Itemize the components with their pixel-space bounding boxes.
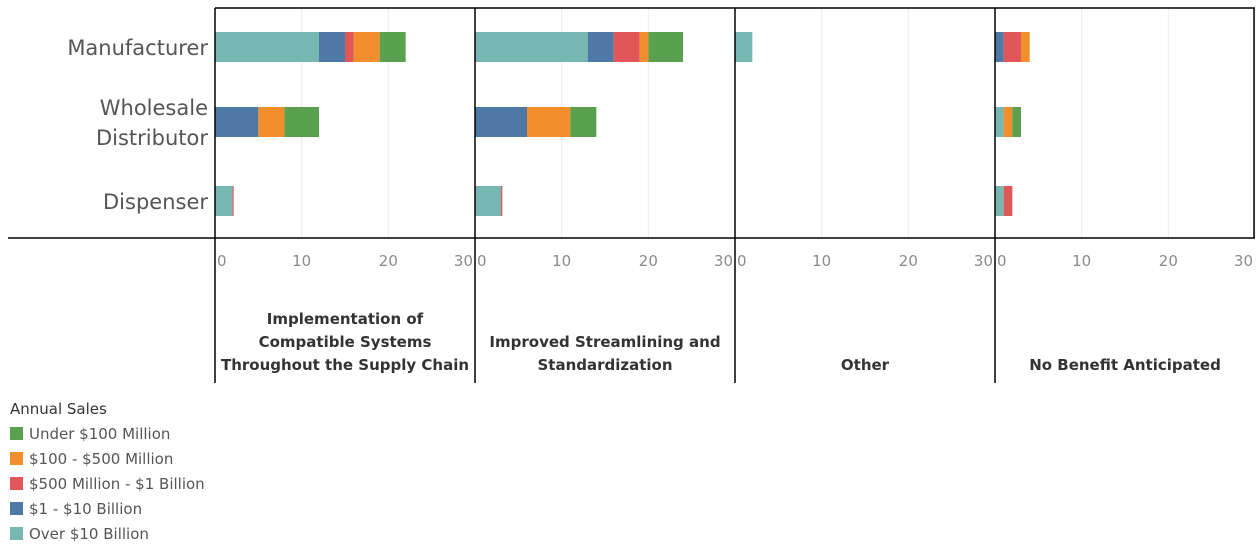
bar-1-1-3 [527,107,571,137]
x-tick-label-1-0: 0 [477,252,487,270]
bar-1-2-0 [475,186,501,216]
bar-0-2-2 [232,186,234,216]
bar-0-0-4 [379,32,406,62]
panel-title-0-0: Implementation of [267,310,424,328]
bar-2-0-0 [735,32,753,62]
x-tick-label-2-0: 0 [737,252,747,270]
bar-3-0-1 [995,32,1004,62]
x-tick-label-3-2: 20 [1159,252,1178,270]
panel-title-0-2: Throughout the Supply Chain [221,356,469,374]
panel-title-1-1: Standardization [537,356,672,374]
panel-title-2-0: Other [841,356,890,374]
x-tick-label-3-3: 30 [1234,252,1253,270]
bar-1-1-1 [475,107,527,137]
legend-item-1: $100 - $500 Million [10,446,205,471]
bar-1-0-2 [613,32,640,62]
bar-1-0-3 [639,32,649,62]
panel-title-1-0: Improved Streamlining and [489,333,720,351]
bar-3-0-3 [1021,32,1030,62]
legend: Annual Sales Under $100 Million $100 - $5… [10,400,205,546]
bar-3-2-2 [1003,186,1013,216]
panel-title-3-0: No Benefit Anticipated [1029,356,1221,374]
bar-3-1-4 [1012,107,1021,137]
x-tick-label-2-1: 10 [812,252,831,270]
bar-0-0-3 [353,32,380,62]
legend-swatch-0 [10,427,23,440]
bar-1-0-0 [475,32,588,62]
x-tick-label-1-1: 10 [552,252,571,270]
bar-0-2-0 [215,186,233,216]
legend-label-1: $100 - $500 Million [29,449,174,468]
bar-0-1-1 [215,107,259,137]
bar-0-1-3 [258,107,285,137]
bar-0-1-4 [284,107,319,137]
x-tick-label-1-3: 30 [714,252,733,270]
x-tick-label-0-2: 20 [379,252,398,270]
panel-title-0-1: Compatible Systems [259,333,432,351]
bar-1-0-1 [587,32,614,62]
legend-item-3: $1 - $10 Billion [10,496,205,521]
bar-1-1-4 [570,107,597,137]
row-label-2-0: Dispenser [103,190,208,214]
bar-3-1-3 [1003,107,1013,137]
legend-title: Annual Sales [10,400,107,418]
bar-3-0-2 [1003,32,1021,62]
bar-0-0-0 [215,32,319,62]
legend-label-0: Under $100 Million [29,424,171,443]
legend-label-3: $1 - $10 Billion [29,499,143,518]
legend-swatch-2 [10,477,23,490]
legend-item-4: Over $10 Billion [10,521,205,546]
bar-3-1-0 [995,107,1004,137]
row-label-1-1: Distributor [96,126,208,150]
x-tick-label-0-0: 0 [217,252,227,270]
x-tick-label-3-0: 0 [997,252,1007,270]
bar-3-2-0 [995,186,1004,216]
bar-1-0-4 [648,32,683,62]
row-label-0-0: Manufacturer [67,36,208,60]
x-tick-label-3-1: 10 [1072,252,1091,270]
legend-items: Under $100 Million $100 - $500 Million $50… [10,421,205,546]
x-tick-label-2-3: 30 [974,252,993,270]
x-tick-label-2-2: 20 [899,252,918,270]
bar-1-2-2 [501,186,503,216]
bar-0-0-1 [319,32,345,62]
legend-swatch-1 [10,452,23,465]
bar-0-0-2 [345,32,354,62]
legend-swatch-4 [10,527,23,540]
x-tick-label-0-1: 10 [292,252,311,270]
chart-area: 0 10 20 30 Implementation of Compatible Syste… [8,7,1256,383]
legend-item-2: $500 Million - $1 Billion [10,471,205,496]
legend-swatch-3 [10,502,23,515]
legend-item-0: Under $100 Million [10,421,205,446]
x-tick-label-0-3: 30 [454,252,473,270]
legend-label-4: Over $10 Billion [29,524,149,543]
row-label-1-0: Wholesale [100,96,208,120]
legend-label-2: $500 Million - $1 Billion [29,474,205,493]
x-tick-label-1-2: 20 [639,252,658,270]
